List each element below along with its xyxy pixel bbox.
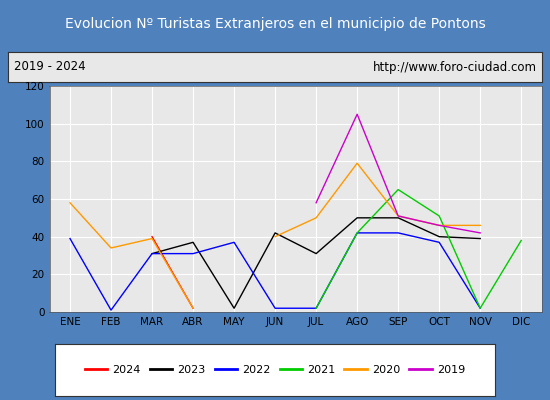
Text: 2019 - 2024: 2019 - 2024 (14, 60, 85, 74)
Text: http://www.foro-ciudad.com: http://www.foro-ciudad.com (372, 60, 536, 74)
Text: Evolucion Nº Turistas Extranjeros en el municipio de Pontons: Evolucion Nº Turistas Extranjeros en el … (65, 17, 485, 31)
Legend: 2024, 2023, 2022, 2021, 2020, 2019: 2024, 2023, 2022, 2021, 2020, 2019 (80, 360, 470, 380)
